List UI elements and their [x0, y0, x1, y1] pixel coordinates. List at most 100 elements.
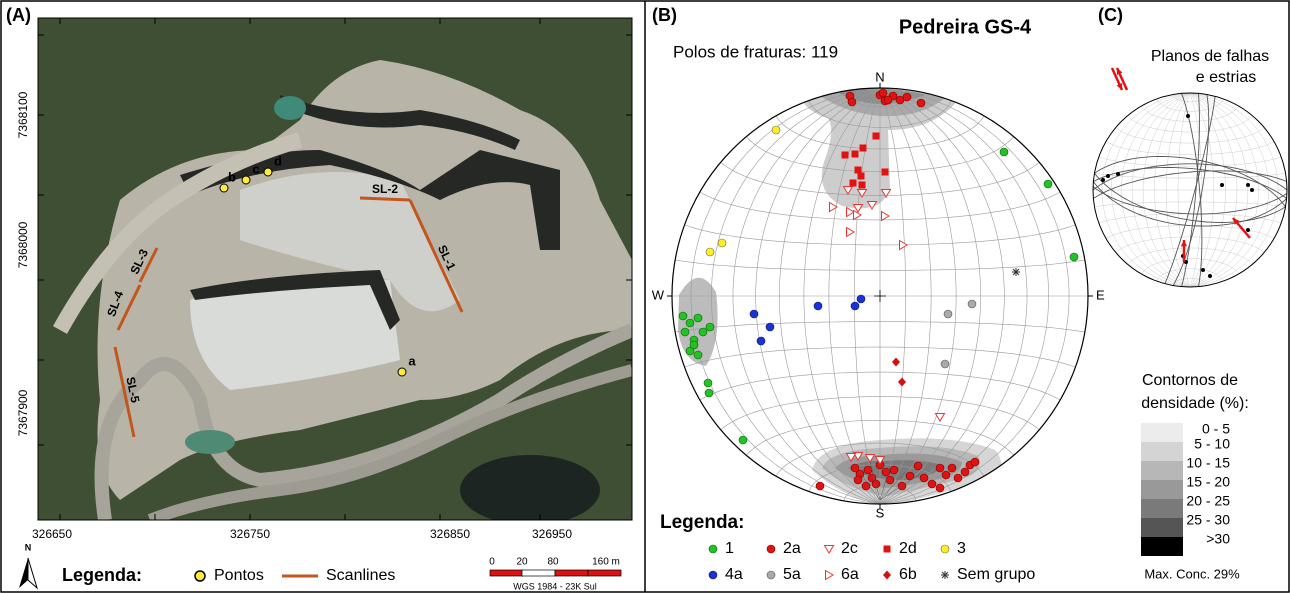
direction-tick	[667, 83, 1093, 509]
pole-3	[717, 238, 727, 248]
pole-4a	[850, 301, 860, 311]
north-arrow	[27, 557, 38, 590]
density-note: Max. Conc. 29%	[1144, 566, 1240, 581]
scale-bar-segment	[587, 569, 622, 577]
legend-symbol	[194, 570, 206, 582]
pole-2d	[849, 179, 857, 187]
panel-label: (A)	[6, 5, 31, 25]
road	[53, 132, 303, 334]
pole-2c	[866, 201, 878, 210]
striation	[1106, 174, 1110, 178]
legend-label: Sem grupo	[957, 566, 1035, 583]
map-image	[38, 18, 632, 520]
pole-1	[678, 311, 688, 321]
pole-1	[680, 327, 690, 337]
pole-1	[708, 544, 718, 554]
pole-2a	[861, 481, 871, 491]
pit-wall	[280, 95, 520, 150]
sample-point	[397, 367, 407, 377]
striation	[1101, 178, 1105, 182]
density-class	[1141, 537, 1183, 556]
sample-point	[219, 183, 229, 193]
scanline	[113, 346, 136, 438]
pole-2c	[856, 189, 868, 198]
small-circle	[775, 115, 985, 150]
direction-label: W	[652, 287, 665, 302]
legend-title: Legenda:	[62, 565, 142, 585]
pole-2a	[878, 88, 888, 98]
scale-bar-segment	[521, 569, 556, 577]
pole-4a	[813, 301, 823, 311]
pole-2c	[823, 545, 835, 554]
small-circle	[1127, 247, 1253, 265]
pole-2a	[960, 467, 970, 477]
striation	[1250, 188, 1254, 192]
pole-1	[1043, 179, 1053, 189]
pole-5a	[943, 309, 953, 319]
density-class	[1141, 423, 1183, 442]
density-class	[1141, 480, 1183, 499]
small-circle	[1172, 277, 1208, 286]
pole-link	[857, 461, 921, 501]
pole-ungrouped	[941, 571, 949, 579]
direction-label: S	[876, 505, 885, 520]
small-circle	[775, 442, 985, 477]
pole-2d	[872, 132, 880, 140]
pole-2c	[842, 186, 854, 195]
density-contours	[678, 88, 1002, 504]
sample-point-label: c	[252, 161, 259, 176]
legend-label: 2c	[841, 540, 858, 557]
pole-2d	[883, 545, 891, 553]
pole-2a	[766, 544, 776, 554]
stereonet-title: Planos de falhas	[1151, 48, 1269, 65]
pole-2c	[864, 454, 876, 463]
legend-title: densidade (%):	[1141, 395, 1249, 412]
pole-2a	[897, 481, 907, 491]
pit-wall	[180, 150, 560, 250]
small-circle	[1172, 94, 1208, 103]
pole-ungrouped	[1012, 268, 1020, 276]
direction-label: N	[875, 69, 884, 84]
stereonet-subtitle: Polos de fraturas: 119	[673, 42, 838, 61]
pole-4a	[749, 309, 759, 319]
scale-bar-segment	[489, 569, 524, 577]
stereonet-title: Pedreira GS-4	[899, 16, 1032, 38]
scale-bar-label: 0	[489, 557, 495, 568]
pole-3	[940, 544, 950, 554]
density-class-label: 5 - 10	[1194, 436, 1230, 452]
pole-3	[705, 247, 715, 257]
pole-2a	[863, 465, 873, 475]
fault-plane	[1164, 96, 1216, 284]
density-class-label: 0 - 5	[1202, 421, 1230, 437]
sample-point-label: b	[228, 169, 236, 184]
legend-label: 6a	[841, 566, 859, 583]
fault-planes	[1092, 93, 1288, 287]
scale-bar-label: 160 m	[592, 557, 620, 568]
pole-1	[685, 346, 695, 356]
road	[147, 364, 632, 520]
fault-plane	[1181, 93, 1203, 287]
pole-5a	[766, 570, 776, 580]
pole-2d	[854, 166, 862, 174]
pole-2a	[853, 475, 863, 485]
scale-bar-label: 20	[516, 557, 528, 568]
pole-2a	[941, 470, 951, 480]
pole-2a	[927, 479, 937, 489]
density-class-label: >30	[1206, 531, 1230, 547]
density-class-label: 25 - 30	[1186, 512, 1230, 528]
pole-6a	[825, 569, 834, 581]
striation	[1186, 114, 1190, 118]
striation	[1246, 228, 1250, 232]
legend-label: Scanlines	[326, 567, 395, 584]
legend-label: 1	[725, 540, 734, 557]
pole-2d	[841, 151, 849, 159]
y-coordinate-label: 7367900	[16, 389, 30, 436]
fault-plane	[1093, 181, 1287, 227]
pole-1	[693, 350, 703, 360]
small-circle	[746, 136, 1014, 172]
small-circle	[808, 100, 952, 128]
striation	[1246, 183, 1250, 187]
scanline	[408, 199, 464, 313]
legend-label: 4a	[725, 566, 743, 583]
x-coordinate-label: 326650	[32, 527, 72, 541]
